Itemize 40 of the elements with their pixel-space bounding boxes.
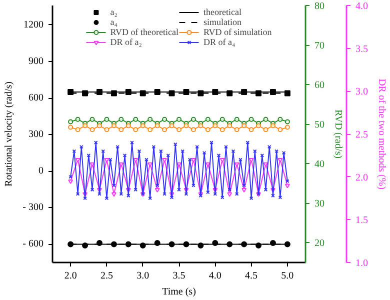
y2-tick-label: 20 xyxy=(314,238,324,250)
y3-tick-label: 1.0 xyxy=(356,258,368,269)
y3-tick-label: 3.5 xyxy=(356,44,368,55)
y3-tick-label: 4.0 xyxy=(356,1,368,12)
y2-tick-label: 60 xyxy=(314,80,324,92)
y3-axis-title: DR of the two methods (%) xyxy=(376,78,387,190)
y2-tick-label: 50 xyxy=(314,120,324,131)
y2-tick-label: 70 xyxy=(314,40,324,52)
x-tick-label: 2.5 xyxy=(100,270,113,282)
y-tick-label: 300 xyxy=(28,129,44,140)
y-tick-label: - 300 xyxy=(22,202,44,214)
x-tick-label: 4.0 xyxy=(208,270,222,282)
x-tick-label: 2.0 xyxy=(64,270,77,282)
y3-tick-label: 2.0 xyxy=(356,172,368,184)
y2-axis-title: RVD (rad/s) xyxy=(332,110,344,158)
legend-label: DR of a₂ xyxy=(110,37,142,47)
x-tick-label: 4.5 xyxy=(245,270,258,282)
y2-tick-label: 30 xyxy=(314,198,324,210)
legend-label: a₂ xyxy=(110,7,118,17)
y-axis-title: Rotational velocity (rad/s) xyxy=(4,82,15,186)
legend-label: theoretical xyxy=(203,7,242,17)
legend-label: a₄ xyxy=(110,17,118,27)
y-tick-label: 1200 xyxy=(24,19,44,30)
legend-label: RVD of simulation xyxy=(203,27,272,37)
x-tick-label: 5.0 xyxy=(281,270,294,282)
y-tick-label: 600 xyxy=(28,92,44,104)
y-tick-label: 0 xyxy=(38,166,44,177)
y3-tick-label: 2.5 xyxy=(356,130,368,140)
y3-tick-label: 1.5 xyxy=(356,215,368,226)
x-axis-title: Time (s) xyxy=(162,286,196,298)
legend-label: DR of a₄ xyxy=(203,37,236,47)
y2-tick-label: 40 xyxy=(314,159,324,170)
legend-label: simulation xyxy=(203,17,242,27)
y-tick-label: 900 xyxy=(28,56,44,68)
y2-tick-label: 80 xyxy=(314,1,324,12)
x-tick-label: 3.0 xyxy=(136,270,150,282)
y3-tick-label: 3.0 xyxy=(356,86,368,98)
legend-label: RVD of theoretical xyxy=(110,27,178,37)
x-tick-label: 3.5 xyxy=(172,270,186,282)
y-tick-label: - 600 xyxy=(22,238,44,250)
